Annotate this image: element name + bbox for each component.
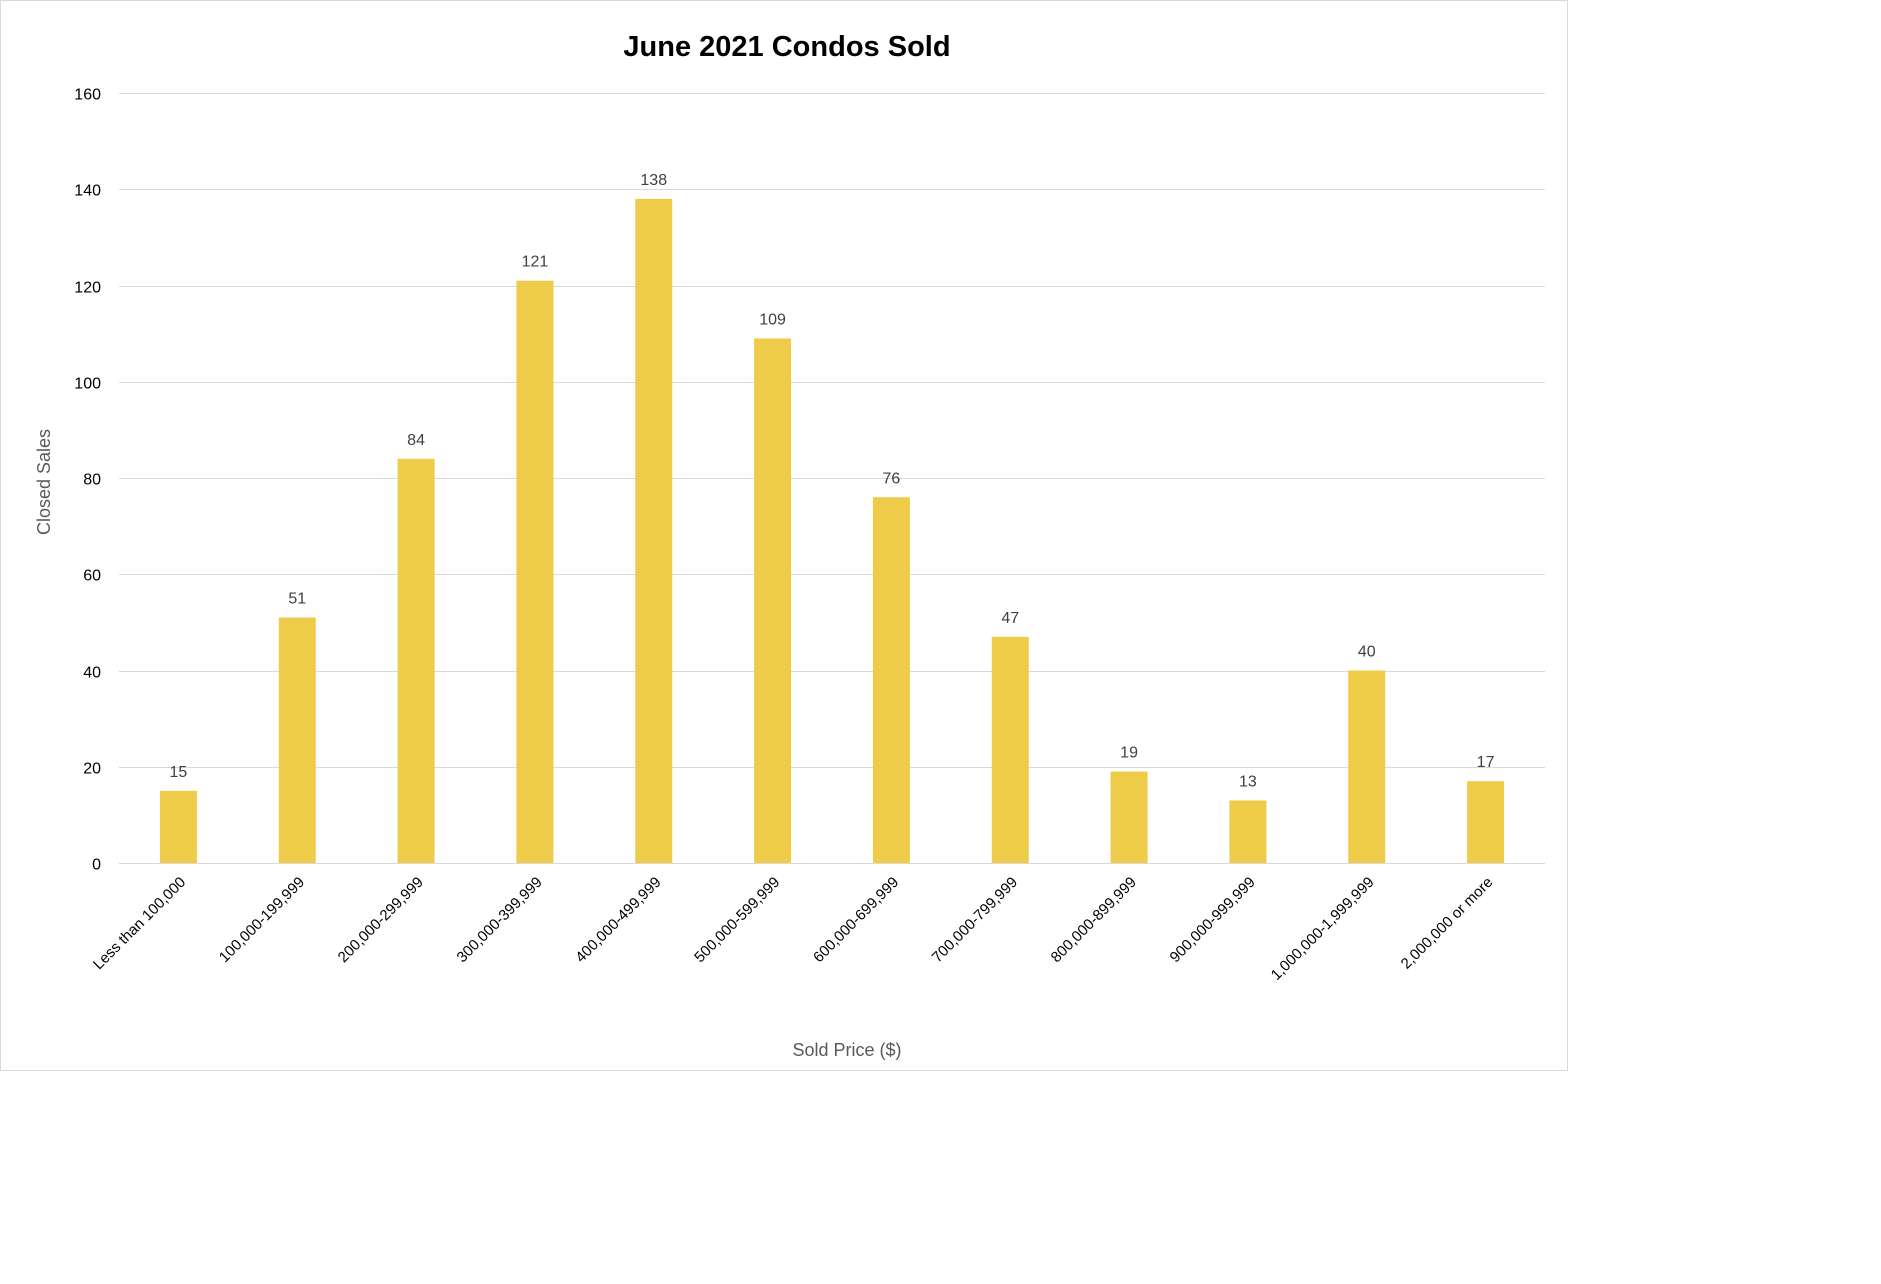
x-tick-label: 100,000-199,999 bbox=[216, 874, 308, 966]
data-label: 109 bbox=[759, 311, 786, 328]
data-labels: 15 51 84 121 138 109 76 47 19 13 40 17 bbox=[170, 172, 1495, 791]
data-label: 17 bbox=[1477, 754, 1495, 771]
gridlines bbox=[119, 93, 1545, 864]
bar bbox=[1110, 771, 1148, 863]
chart-title: June 2021 Condos Sold bbox=[623, 31, 950, 63]
bar-chart: June 2021 Condos Sold 0 20 40 60 80 100 120 140… bbox=[34, 31, 1545, 1060]
y-tick-label: 120 bbox=[74, 280, 101, 297]
y-tick-label: 80 bbox=[83, 472, 101, 489]
x-tick-label: 200,000-299,999 bbox=[335, 874, 427, 966]
y-tick-label: 40 bbox=[83, 665, 101, 682]
x-tick-label: 500,000-599,999 bbox=[691, 874, 783, 966]
data-label: 138 bbox=[640, 172, 667, 189]
x-tick-label: 900,000-999,999 bbox=[1167, 874, 1259, 966]
x-tick-label: 400,000-499,999 bbox=[572, 874, 664, 966]
y-tick-label: 160 bbox=[74, 87, 101, 104]
bar bbox=[872, 497, 910, 863]
data-label: 13 bbox=[1239, 773, 1257, 790]
bar bbox=[159, 790, 197, 863]
x-tick-label: 600,000-699,999 bbox=[810, 874, 902, 966]
y-tick-label: 0 bbox=[92, 857, 101, 874]
data-label: 51 bbox=[288, 591, 306, 608]
data-label: 76 bbox=[883, 470, 901, 487]
x-axis-title: Sold Price ($) bbox=[792, 1040, 901, 1060]
bar bbox=[278, 617, 316, 863]
data-label: 47 bbox=[1001, 610, 1019, 627]
bars bbox=[159, 198, 1505, 863]
bar bbox=[1348, 670, 1386, 863]
y-axis-ticks: 0 20 40 60 80 100 120 140 160 bbox=[74, 87, 101, 874]
bar bbox=[516, 280, 554, 863]
bar bbox=[754, 338, 792, 863]
x-tick-label: 1,000,000-1,999,999 bbox=[1268, 874, 1378, 984]
x-axis-ticks: Less than 100,000 100,000-199,999 200,000-… bbox=[90, 874, 1496, 984]
bar bbox=[991, 636, 1029, 863]
x-tick-label: 2,000,000 or more bbox=[1398, 874, 1497, 973]
y-tick-label: 140 bbox=[74, 183, 101, 200]
data-label: 84 bbox=[407, 432, 425, 449]
data-label: 15 bbox=[170, 764, 188, 781]
x-tick-label: Less than 100,000 bbox=[90, 874, 189, 973]
data-label: 19 bbox=[1120, 745, 1138, 762]
data-label: 40 bbox=[1358, 644, 1376, 661]
y-axis-title: Closed Sales bbox=[34, 429, 54, 535]
y-tick-label: 60 bbox=[83, 568, 101, 585]
x-tick-label: 700,000-799,999 bbox=[929, 874, 1021, 966]
bar bbox=[1229, 800, 1267, 863]
bar bbox=[1467, 781, 1505, 863]
chart-frame: June 2021 Condos Sold 0 20 40 60 80 100 120 140… bbox=[0, 0, 1568, 1071]
data-label: 121 bbox=[522, 254, 549, 271]
bar bbox=[635, 198, 673, 863]
bar bbox=[397, 458, 435, 863]
x-tick-label: 800,000-899,999 bbox=[1048, 874, 1140, 966]
x-tick-label: 300,000-399,999 bbox=[454, 874, 546, 966]
y-tick-label: 20 bbox=[83, 761, 101, 778]
y-tick-label: 100 bbox=[74, 376, 101, 393]
